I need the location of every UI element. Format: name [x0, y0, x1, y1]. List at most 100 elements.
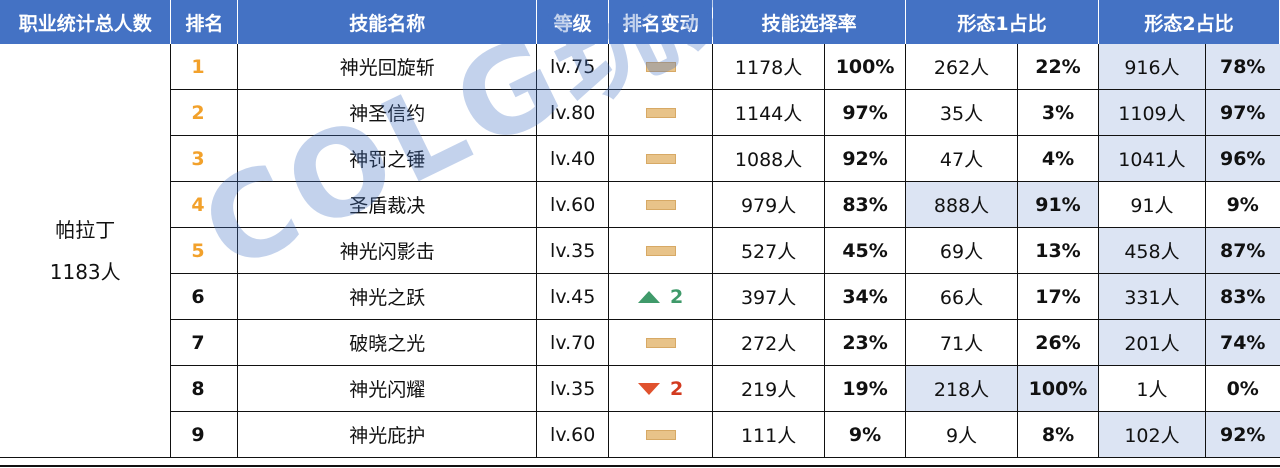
table-row: 3 神罚之锤 lv.40 1088人 92% 47人 4% 1041人 96%: [0, 135, 1280, 182]
form1-count-cell: 9人: [905, 411, 1018, 458]
rank-cell: 8: [170, 365, 239, 412]
form2-pct-cell: 87%: [1205, 227, 1280, 274]
selection-pct-cell: 23%: [824, 319, 907, 366]
rank-change-cell: 2: [608, 365, 714, 412]
form1-count-cell: 262人: [905, 44, 1018, 90]
selection-pct-cell: 34%: [824, 273, 907, 320]
form1-count-cell: 35人: [905, 89, 1018, 136]
table-row: 8 神光闪耀 lv.35 2 219人 19% 218人 100% 1人 0%: [0, 365, 1280, 412]
table-bottom-border: [0, 465, 1280, 467]
selection-pct-cell: 97%: [824, 89, 907, 136]
skill-name-cell: 神圣信约: [237, 89, 538, 136]
table-row: 帕拉丁 1183人 1 神光回旋斩 lv.75 1178人 100% 262人 22% 916…: [0, 44, 1280, 458]
form1-pct-cell: 26%: [1017, 319, 1099, 366]
level-cell: lv.70: [536, 319, 610, 366]
level-cell: lv.45: [536, 273, 610, 320]
form2-count-cell: 916人: [1098, 44, 1206, 90]
form1-pct-cell: 4%: [1017, 135, 1099, 182]
no-change-icon: [645, 246, 676, 256]
form2-pct-cell: 83%: [1205, 273, 1280, 320]
form2-count-cell: 1041人: [1098, 135, 1206, 182]
form2-count-cell: 458人: [1098, 227, 1206, 274]
level-cell: lv.60: [536, 411, 610, 458]
rank-change-value: 2: [670, 377, 684, 400]
rank-cell: 2: [170, 89, 239, 136]
level-cell: lv.35: [536, 227, 610, 274]
no-change-icon: [645, 200, 676, 210]
header-skill-name: 技能名称: [237, 0, 538, 44]
skill-name-cell: 神光回旋斩: [237, 44, 538, 90]
skill-name-cell: 神光之跃: [237, 273, 538, 320]
form2-pct-cell: 74%: [1205, 319, 1280, 366]
profession-name: 帕拉丁: [55, 217, 116, 242]
header-level: 等级: [536, 0, 610, 44]
form2-count-cell: 91人: [1098, 181, 1206, 228]
form2-count-cell: 331人: [1098, 273, 1206, 320]
skill-name-cell: 神光庇护: [237, 411, 538, 458]
no-change-icon: [645, 430, 676, 440]
form2-count-cell: 102人: [1098, 411, 1206, 458]
form2-pct-cell: 0%: [1205, 365, 1280, 412]
selection-count-cell: 527人: [712, 227, 826, 274]
header-rank-change: 排名变动: [608, 0, 714, 44]
rank-change-cell: 2: [608, 273, 714, 320]
skill-stats-table: 职业统计总人数 排名 技能名称 等级 排名变动 技能选择率 形态1占比 形态2占…: [0, 0, 1280, 458]
level-cell: lv.60: [536, 181, 610, 228]
rank-down-icon: [638, 382, 661, 395]
selection-count-cell: 111人: [712, 411, 826, 458]
form1-count-cell: 69人: [905, 227, 1018, 274]
selection-count-cell: 1144人: [712, 89, 826, 136]
rank-cell: 3: [170, 135, 239, 182]
header-row: 职业统计总人数 排名 技能名称 等级 排名变动 技能选择率 形态1占比 形态2占…: [0, 0, 1280, 44]
rank-cell: 1: [170, 44, 239, 90]
rank-change-cell: [608, 181, 714, 228]
rank-up-icon: [638, 290, 661, 303]
selection-pct-cell: 19%: [824, 365, 907, 412]
form1-pct-cell: 22%: [1017, 44, 1099, 90]
form1-count-cell: 218人: [905, 365, 1018, 412]
form1-pct-cell: 17%: [1017, 273, 1099, 320]
form1-count-cell: 66人: [905, 273, 1018, 320]
rank-cell: 4: [170, 181, 239, 228]
form1-count-cell: 71人: [905, 319, 1018, 366]
skill-name-cell: 神罚之锤: [237, 135, 538, 182]
form2-count-cell: 1109人: [1098, 89, 1206, 136]
rank-change-cell: [608, 135, 714, 182]
table-row: 2 神圣信约 lv.80 1144人 97% 35人 3% 1109人 97%: [0, 89, 1280, 136]
no-change-icon: [645, 338, 676, 348]
selection-pct-cell: 9%: [824, 411, 907, 458]
form1-pct-cell: 8%: [1017, 411, 1099, 458]
rank-change-cell: [608, 411, 714, 458]
header-skill-rate: 技能选择率: [712, 0, 907, 44]
selection-pct-cell: 92%: [824, 135, 907, 182]
form1-count-cell: 47人: [905, 135, 1018, 182]
level-cell: lv.80: [536, 89, 610, 136]
selection-pct-cell: 83%: [824, 181, 907, 228]
form2-pct-cell: 9%: [1205, 181, 1280, 228]
header-form1: 形态1占比: [905, 0, 1099, 44]
table-row: 6 神光之跃 lv.45 2 397人 34% 66人 17% 331人 83%: [0, 273, 1280, 320]
form1-pct-cell: 13%: [1017, 227, 1099, 274]
no-change-icon: [645, 62, 676, 72]
rank-change-value: 2: [670, 285, 684, 308]
selection-count-cell: 1088人: [712, 135, 826, 182]
rank-change-cell: [608, 44, 714, 90]
rank-change-cell: [608, 319, 714, 366]
rank-cell: 7: [170, 319, 239, 366]
form2-pct-cell: 96%: [1205, 135, 1280, 182]
selection-pct-cell: 45%: [824, 227, 907, 274]
form1-pct-cell: 3%: [1017, 89, 1099, 136]
form2-pct-cell: 97%: [1205, 89, 1280, 136]
form1-pct-cell: 100%: [1017, 365, 1099, 412]
form1-pct-cell: 91%: [1017, 181, 1099, 228]
table-row: 5 神光闪影击 lv.35 527人 45% 69人 13% 458人 87%: [0, 227, 1280, 274]
level-cell: lv.35: [536, 365, 610, 412]
form2-pct-cell: 78%: [1205, 44, 1280, 90]
level-cell: lv.75: [536, 44, 610, 90]
profession-cell: 帕拉丁 1183人: [0, 44, 172, 458]
profession-total: 1183人: [49, 259, 121, 284]
table-row: 7 破晓之光 lv.70 272人 23% 71人 26% 201人 74%: [0, 319, 1280, 366]
rank-change-cell: [608, 227, 714, 274]
form2-count-cell: 201人: [1098, 319, 1206, 366]
rank-cell: 6: [170, 273, 239, 320]
